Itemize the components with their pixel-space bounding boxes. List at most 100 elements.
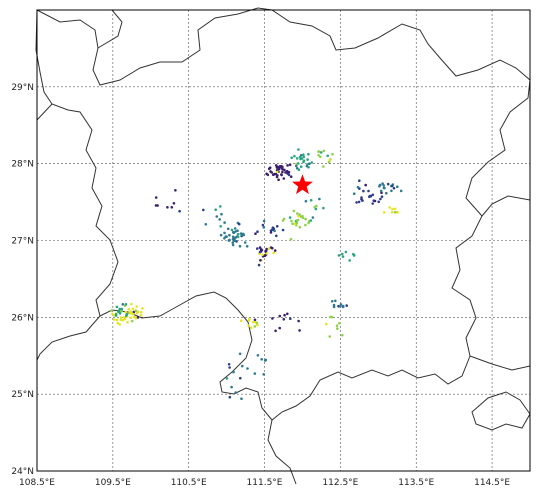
event-point <box>131 307 135 311</box>
event-point <box>326 154 330 158</box>
event-point <box>381 182 384 185</box>
event-point <box>263 254 267 257</box>
event-point <box>393 210 397 214</box>
event-point <box>297 148 300 151</box>
event-point <box>267 247 271 250</box>
event-point <box>132 310 136 314</box>
event-point <box>361 199 364 202</box>
event-point <box>231 241 235 244</box>
event-point <box>396 185 399 188</box>
event-point <box>266 173 270 177</box>
neighbor-border-north <box>97 9 123 49</box>
event-point <box>141 307 144 310</box>
event-point <box>364 183 368 187</box>
event-point <box>282 318 286 321</box>
event-point <box>367 189 370 193</box>
event-point <box>236 229 239 232</box>
event-point <box>253 325 257 328</box>
event-point <box>220 212 223 216</box>
event-point <box>277 167 281 171</box>
event-point <box>273 229 276 233</box>
event-point <box>127 308 130 311</box>
event-point <box>306 158 309 161</box>
event-point <box>356 185 360 189</box>
event-point <box>256 354 260 357</box>
event-point <box>358 179 361 182</box>
event-point <box>302 159 306 162</box>
event-point <box>318 197 321 201</box>
event-point <box>243 241 247 244</box>
event-point <box>135 311 139 315</box>
neighbor-border-east <box>481 195 531 217</box>
event-point <box>125 314 128 317</box>
event-point <box>281 170 284 174</box>
event-point <box>309 198 313 202</box>
event-point <box>140 310 143 314</box>
event-point <box>288 216 292 219</box>
event-point <box>253 372 257 375</box>
event-point <box>257 263 261 267</box>
event-point <box>265 252 269 255</box>
event-point <box>293 154 296 158</box>
event-point <box>259 259 262 262</box>
event-point <box>232 370 235 374</box>
event-point <box>252 320 255 324</box>
event-point <box>232 231 236 234</box>
event-point <box>335 324 339 328</box>
x-tick-label: 109.5°E <box>95 478 131 488</box>
event-point <box>281 219 285 222</box>
star-marker <box>292 174 313 195</box>
event-point <box>340 252 344 256</box>
event-point <box>261 223 265 227</box>
neighbor-border-west <box>36 103 53 121</box>
event-point <box>317 154 320 157</box>
province-boundaries <box>35 7 531 485</box>
x-tick-label: 114.5°E <box>474 478 510 488</box>
event-point <box>314 207 318 211</box>
event-point <box>341 255 345 258</box>
event-point <box>156 204 159 207</box>
event-point <box>345 304 349 307</box>
event-point <box>295 157 299 160</box>
event-point <box>296 212 299 215</box>
event-point <box>228 395 232 399</box>
x-tick-label: 111.5°E <box>247 478 283 488</box>
event-point <box>307 152 310 156</box>
event-point <box>388 206 391 209</box>
event-point <box>231 235 235 239</box>
scatter-points <box>110 148 403 401</box>
x-tick-labels: 108.5°E 109.5°E 110.5°E 111.5°E 112.5°E 113.5… <box>19 478 510 488</box>
event-point <box>319 155 322 159</box>
event-point <box>280 173 283 176</box>
event-point <box>392 186 396 190</box>
event-point <box>237 222 241 226</box>
event-point <box>233 227 237 230</box>
event-point <box>262 226 266 229</box>
event-point <box>274 329 277 333</box>
event-point <box>344 250 348 254</box>
event-point <box>341 333 344 337</box>
event-point <box>310 161 314 164</box>
event-point <box>280 165 283 168</box>
event-point <box>301 214 304 218</box>
event-point <box>234 236 238 239</box>
event-point <box>311 216 315 219</box>
event-point <box>322 206 325 210</box>
event-point <box>111 312 114 316</box>
event-point <box>386 182 390 186</box>
event-point <box>362 189 365 193</box>
event-point <box>304 199 308 203</box>
event-point <box>348 259 352 262</box>
event-point <box>304 217 307 221</box>
event-point <box>119 316 123 319</box>
event-point <box>261 253 264 257</box>
event-point <box>223 221 226 224</box>
event-point <box>110 309 113 312</box>
y-tick-labels: 24°N 25°N 26°N 27°N 28°N 29°N <box>11 83 34 477</box>
event-point <box>268 166 272 169</box>
event-point <box>305 164 309 168</box>
event-point <box>337 254 341 257</box>
event-point <box>223 237 226 240</box>
event-point <box>383 186 386 190</box>
